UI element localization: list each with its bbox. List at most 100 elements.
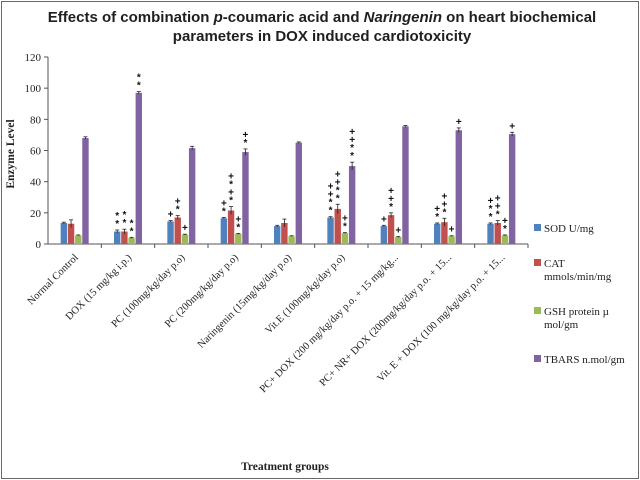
significance-mark: *	[130, 218, 134, 229]
legend-label-line: SOD U/mg	[544, 223, 594, 235]
significance-mark: *	[489, 212, 493, 223]
x-category-label: Normal Control	[26, 252, 81, 307]
significance-mark: *	[336, 185, 340, 196]
bar-3-9	[501, 235, 509, 244]
title-part: -coumaric acid and	[223, 9, 364, 26]
bar-1-3	[167, 221, 174, 244]
significance-mark: +	[228, 188, 234, 199]
significance-mark: *	[435, 212, 439, 223]
significance-mark: *	[442, 207, 446, 218]
bar-4-2	[135, 92, 142, 244]
bar-1-8	[434, 223, 441, 244]
bar-1-2	[114, 231, 121, 244]
legend-label-line: GSH protein µ	[544, 306, 609, 318]
significance-mark: +	[395, 226, 401, 237]
y-tick-label: 40	[30, 177, 42, 189]
significance-mark: +	[168, 210, 174, 221]
bar-3-5	[288, 236, 295, 244]
legend-label: CAT mmols/min/mg	[544, 258, 612, 283]
significance-mark: +	[434, 204, 440, 215]
significance-mark: +	[495, 194, 501, 205]
legend-label: GSH protein µ mol/gm	[544, 306, 609, 331]
bar-2-1	[67, 223, 75, 244]
legend: SOD U/mg CAT mmols/min/mg GSH protein µ mol/…	[534, 223, 625, 366]
bar-4-7	[402, 126, 409, 244]
significance-mark: +	[328, 182, 334, 193]
significance-mark: *	[503, 224, 507, 235]
bar-4-1	[82, 138, 89, 244]
significance-mark: *	[496, 210, 500, 221]
significance-mark: +	[228, 172, 234, 183]
significance-mark: +	[349, 135, 355, 146]
bar-3-4	[235, 233, 242, 244]
legend-label: SOD U/mg	[544, 223, 594, 235]
significance-mark: +	[328, 190, 334, 201]
bar-2-2	[121, 231, 128, 244]
bar-3-2	[128, 237, 135, 244]
significance-mark: +	[342, 214, 348, 225]
significance-mark: +	[243, 130, 249, 141]
bar-3-7	[395, 236, 402, 244]
y-tick-label: 120	[25, 52, 42, 64]
significance-mark: *	[222, 207, 226, 218]
significance-mark: *	[389, 202, 393, 213]
significance-mark: +	[502, 216, 508, 227]
significance-mark: +	[441, 191, 447, 202]
title-part: Effects of combination	[48, 9, 214, 26]
significance-mark: *	[122, 210, 126, 221]
significance-mark: *	[176, 205, 180, 216]
significance-mark: *	[329, 198, 333, 209]
bar-2-8	[441, 222, 448, 244]
bar-1-1	[60, 222, 68, 244]
legend-label: TBARS n.mol/gm	[544, 354, 625, 366]
y-tick-label: 20	[30, 208, 42, 220]
significance-layer: ********+ *++*+ *+*+*+*+**++**++*+**+++*++…	[115, 73, 515, 238]
significance-mark: *	[229, 196, 233, 207]
bar-4-5	[295, 142, 302, 244]
bar-1-9	[487, 223, 494, 244]
significance-mark: +	[235, 214, 241, 225]
significance-mark: +	[388, 186, 394, 197]
bar-2-9	[494, 222, 501, 244]
title-part: on heart biochemical	[442, 9, 596, 26]
title-part: Naringenin	[364, 9, 442, 26]
significance-mark: *	[137, 81, 141, 92]
significance-mark: *	[236, 222, 240, 233]
significance-mark: *	[115, 219, 119, 230]
bar-2-3	[174, 217, 181, 244]
y-tick-label: 0	[36, 239, 42, 251]
bar-4-4	[242, 152, 249, 244]
chart-title-line1: Effects of combination p-coumaric acid a…	[48, 9, 596, 26]
axes: 0 20 40 60 80 100 120	[25, 52, 529, 251]
legend-label-line: CAT	[544, 258, 565, 270]
bar-3-3	[181, 234, 189, 244]
x-axis-title: Treatment groups	[241, 461, 329, 473]
y-tick-label: 80	[30, 114, 42, 126]
significance-mark: +	[509, 121, 515, 132]
significance-mark: +	[495, 202, 501, 213]
legend-swatch	[534, 224, 541, 231]
bar-1-5	[274, 226, 281, 244]
significance-mark: +	[335, 169, 341, 180]
significance-mark: *	[329, 206, 333, 217]
bar-2-5	[281, 222, 288, 244]
legend-label-line: TBARS n.mol/gm	[544, 354, 625, 366]
significance-mark: *	[489, 204, 493, 215]
significance-mark: *	[115, 211, 119, 222]
legend-swatch	[534, 355, 541, 362]
bar-4-8	[455, 130, 462, 244]
significance-mark: +	[335, 177, 341, 188]
bar-4-3	[188, 148, 196, 244]
bar-1-7	[380, 226, 388, 244]
bars-layer	[60, 91, 516, 244]
significance-mark: *	[130, 226, 134, 237]
significance-mark: +	[388, 194, 394, 205]
legend-label-line: mol/gm	[544, 319, 579, 331]
x-category-label: Naringenin (15mg/kg/day p.o)	[196, 252, 295, 351]
significance-mark: +	[488, 196, 494, 207]
significance-mark: *	[229, 180, 233, 191]
bar-3-1	[75, 235, 82, 244]
bar-4-6	[348, 166, 356, 244]
